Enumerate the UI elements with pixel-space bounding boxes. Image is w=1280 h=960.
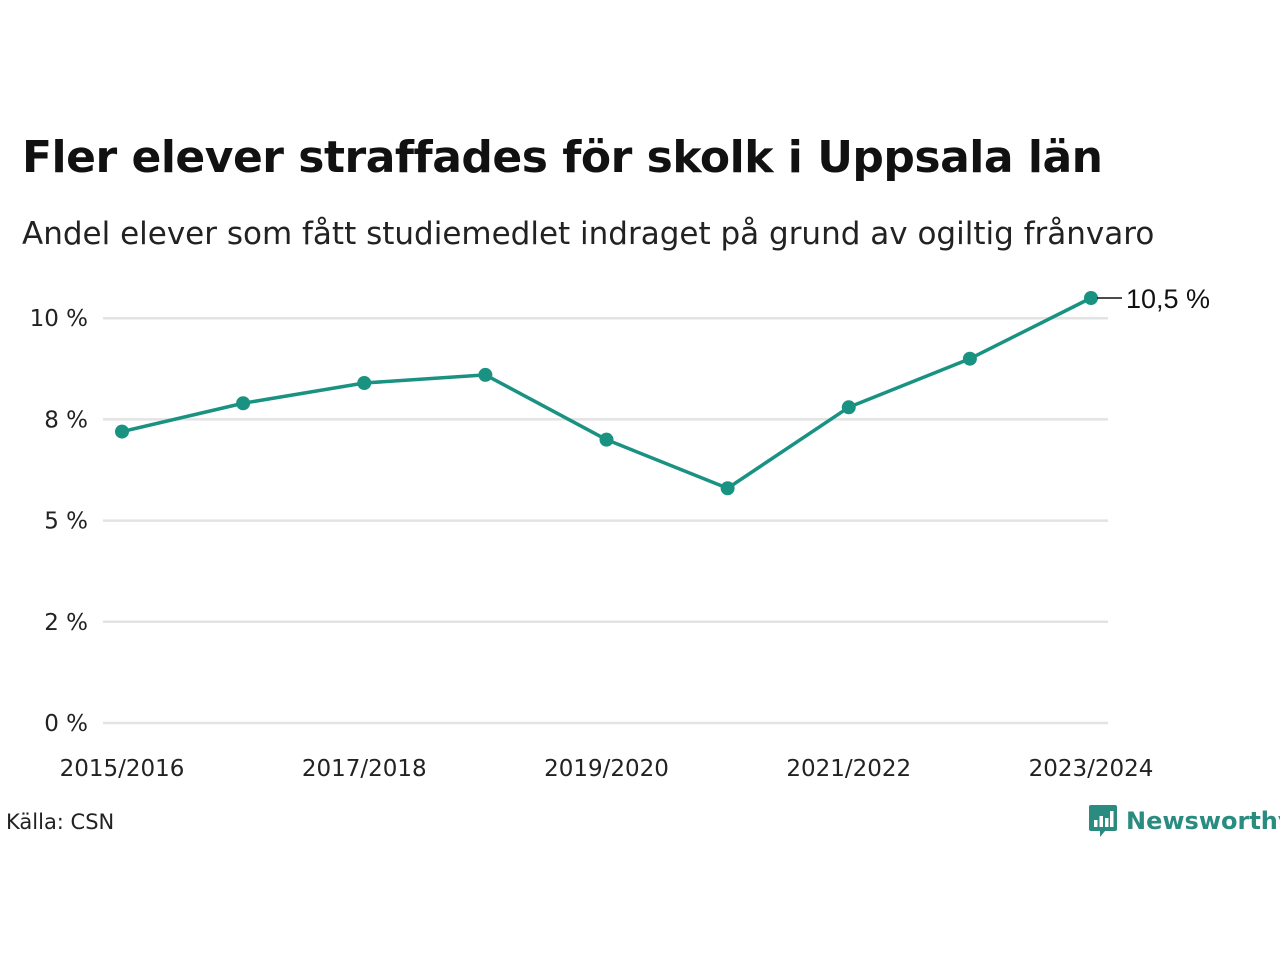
data-point [357, 376, 372, 390]
data-point [478, 367, 493, 382]
data-point [599, 432, 614, 447]
x-tick-label: 2019/2020 [544, 756, 669, 782]
brand-logo: Newsworthy [1088, 803, 1280, 839]
y-tick-label: 0 % [44, 711, 88, 737]
y-tick-label: 10 % [30, 306, 88, 332]
x-tick-label: 2021/2022 [786, 756, 911, 782]
y-tick-label: 2 % [44, 610, 88, 636]
data-point [720, 481, 735, 496]
gridlines [103, 316, 1108, 725]
x-tick-label: 2023/2024 [1029, 756, 1154, 782]
data-point [962, 351, 977, 366]
chart-subtitle: Andel elever som fått studiemedlet indra… [22, 216, 1155, 252]
bar-chart-icon [1089, 805, 1117, 837]
data-point [236, 396, 251, 411]
line-chart: 0 % 2 % 5 % 8 % 10 % 2015/2016 2017/2018 2019/… [30, 284, 1211, 782]
data-labels: 10,5 % [1097, 284, 1210, 314]
data-point [841, 400, 856, 415]
chart-title: Fler elever straffades för skolk i Uppsa… [22, 132, 1103, 183]
x-axis-ticks: 2015/2016 2017/2018 2019/2020 2021/2022 2023… [60, 756, 1154, 782]
y-tick-label: 8 % [44, 407, 88, 433]
source-note: Källa: CSN [6, 810, 115, 834]
y-axis-ticks: 0 % 2 % 5 % 8 % 10 % [30, 306, 88, 737]
brand-name: Newsworthy [1126, 807, 1280, 835]
x-tick-label: 2017/2018 [302, 756, 427, 782]
x-tick-label: 2015/2016 [60, 756, 185, 782]
y-tick-label: 5 % [44, 509, 88, 535]
end-value-label: 10,5 % [1126, 284, 1210, 314]
series [115, 291, 1098, 496]
series-line [120, 296, 1093, 490]
data-point [1084, 291, 1098, 305]
data-point [115, 424, 129, 439]
